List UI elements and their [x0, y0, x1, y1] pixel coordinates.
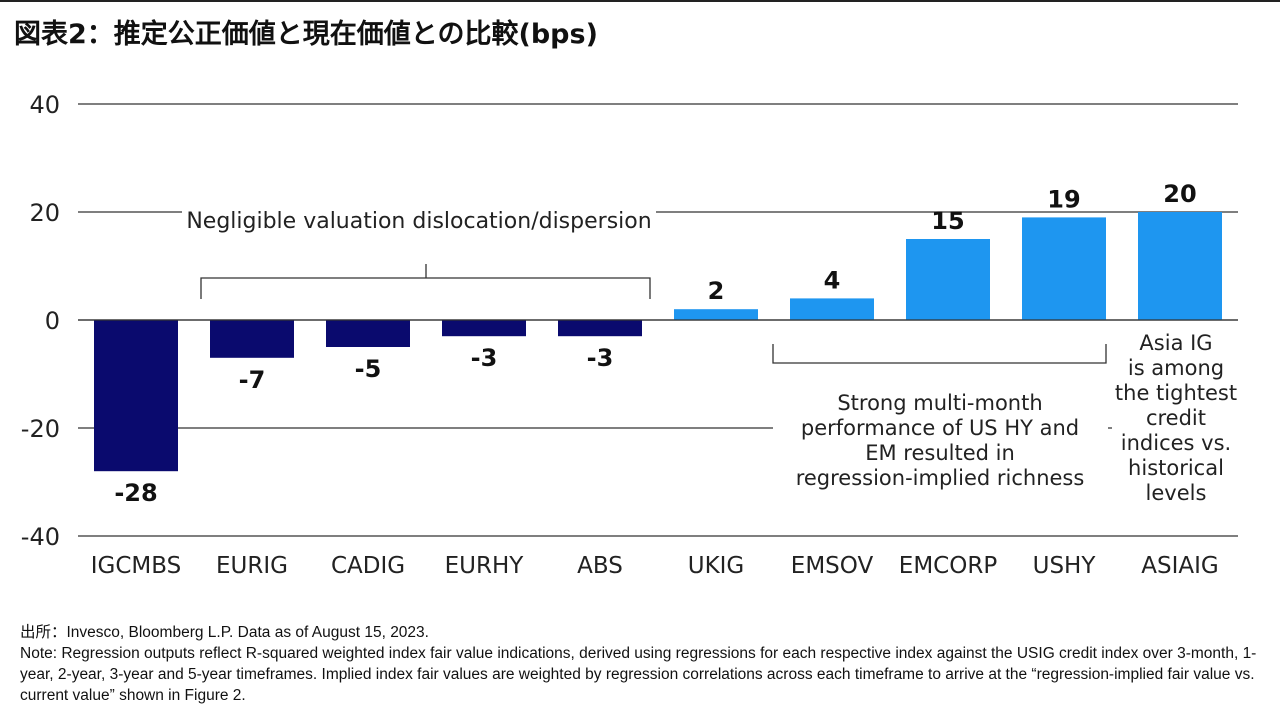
value-label: 4	[824, 266, 841, 294]
category-label: EURIG	[216, 553, 288, 579]
annotation-strong-line: performance of US HY and	[801, 416, 1079, 440]
value-label: 19	[1047, 185, 1080, 213]
annotation-strong-line: Strong multi-month	[837, 391, 1042, 415]
bar-igcmbs	[94, 320, 178, 472]
bar-cadig	[326, 320, 410, 347]
value-label: -3	[471, 344, 498, 372]
category-label: IGCMBS	[91, 553, 181, 579]
annotation-mask-strong	[773, 398, 1108, 534]
annotation-asia-line: Asia IG	[1139, 331, 1212, 355]
bar-eurig	[210, 320, 294, 358]
value-label: -28	[114, 479, 157, 507]
value-label: 15	[931, 207, 964, 235]
annotation-strong-line: EM resulted in	[865, 441, 1015, 465]
category-label: USHY	[1033, 553, 1097, 579]
footer: 出所：Invesco, Bloomberg L.P. Data as of Au…	[20, 622, 1260, 706]
y-tick-label: -40	[21, 523, 60, 551]
y-tick-label: 0	[45, 307, 60, 335]
bar-ukig	[674, 309, 758, 320]
annotation-asia-line: the tightest	[1115, 381, 1237, 405]
chart-title: 図表2：推定公正価値と現在価値との比較(bps)	[14, 19, 598, 50]
bracket-negligible	[200, 264, 651, 299]
top-rule	[0, 0, 1280, 2]
bar-eurhy	[442, 320, 526, 337]
category-label: ASIAIG	[1141, 553, 1218, 579]
annotation-mask-asia	[1112, 398, 1238, 458]
value-label: 2	[708, 277, 725, 305]
bar-emsov	[790, 298, 874, 320]
value-label: -7	[239, 366, 266, 394]
category-label: EURHY	[445, 553, 525, 579]
bar-ushy	[1022, 217, 1106, 320]
annotation-asia-line: levels	[1146, 481, 1207, 505]
bar-chart: 40 20 0 -20 -40 -28 IGCMBS -7 EURIG -5 CADIG -3 EURH…	[21, 91, 1238, 579]
annotation-strong-line: regression-implied richness	[796, 466, 1085, 490]
annotation-asia-line: indices vs.	[1121, 431, 1231, 455]
value-label: 20	[1163, 180, 1196, 208]
category-label: CADIG	[331, 553, 405, 579]
category-label: EMSOV	[791, 553, 874, 579]
annotation-asia-line: historical	[1128, 456, 1224, 480]
source-note: 出所：Invesco, Bloomberg L.P. Data as of Au…	[20, 624, 429, 641]
value-label: -5	[355, 355, 382, 383]
category-label: ABS	[577, 553, 623, 579]
annotation-asia-line: credit	[1146, 406, 1206, 430]
category-label: EMCORP	[899, 553, 998, 579]
category-label: UKIG	[688, 553, 745, 579]
methodology-note: Note: Regression outputs reflect R-squar…	[20, 645, 1257, 704]
y-tick-label: 20	[29, 199, 60, 227]
bar-asiaig	[1138, 212, 1222, 320]
y-tick-label: 40	[29, 91, 60, 119]
value-label: -3	[587, 344, 614, 372]
y-tick-label: -20	[21, 415, 60, 443]
bar-abs	[558, 320, 642, 337]
bracket-strong	[772, 344, 1107, 364]
annotation-negligible: Negligible valuation dislocation/dispers…	[186, 209, 651, 234]
annotation-asia-line: is among	[1128, 356, 1224, 380]
annotation-mask-negligible	[182, 198, 656, 228]
bar-emcorp	[906, 239, 990, 320]
